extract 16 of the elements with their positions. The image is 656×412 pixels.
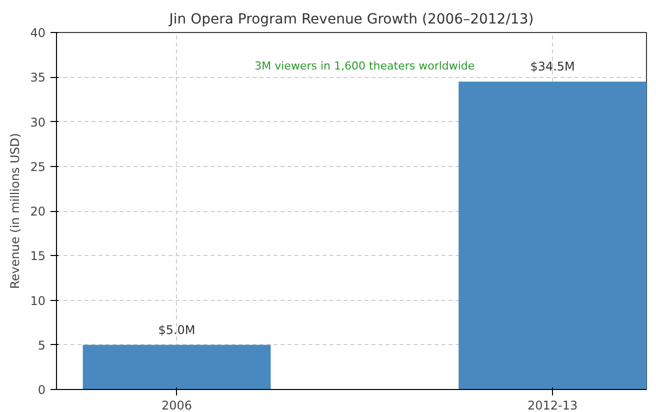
y-axis-title: Revenue (in millions USD)	[8, 133, 22, 289]
y-tick-label: 35	[30, 70, 46, 85]
y-tick-label: 5	[38, 338, 46, 352]
y-tick-label: 30	[30, 115, 46, 130]
x-tick-label: 2012-13	[527, 398, 578, 412]
y-tick-label: 10	[30, 294, 46, 308]
y-tick-label: 15	[30, 249, 46, 264]
y-tick-label: 25	[30, 160, 46, 174]
x-tick-label: 2006	[161, 398, 192, 412]
chart-title: Jin Opera Program Revenue Growth (2006–2012/13)	[168, 12, 534, 28]
data-label: $34.5M	[530, 60, 575, 74]
y-tick-label: 40	[30, 26, 46, 40]
y-tick-label: 20	[30, 204, 46, 218]
data-label: $5.0M	[158, 322, 196, 337]
y-tick-label: 0	[38, 383, 46, 397]
annotation: 3M viewers in 1,600 theaters worldwide	[254, 60, 475, 72]
